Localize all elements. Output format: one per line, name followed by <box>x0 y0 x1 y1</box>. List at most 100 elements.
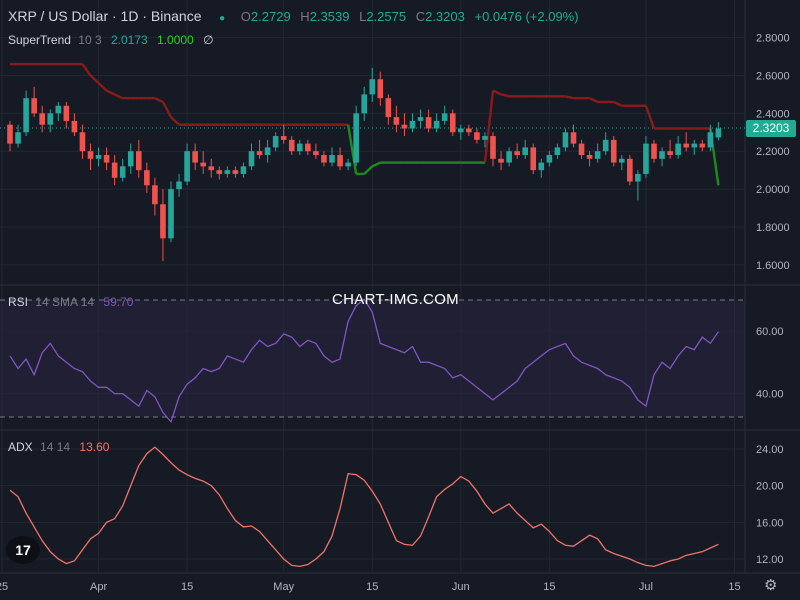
adx-value: 13.60 <box>79 440 110 454</box>
gear-icon[interactable]: ⚙ <box>764 577 778 594</box>
candle-body <box>79 132 86 152</box>
open-value: 2.2729 <box>250 9 291 24</box>
adx-name: ADX <box>8 440 33 454</box>
rsi-band <box>0 300 745 417</box>
candle-body <box>256 151 263 155</box>
candle-body <box>643 143 649 174</box>
supertrend-segment <box>644 105 656 129</box>
candle-body <box>345 162 351 167</box>
candle-body <box>554 147 561 155</box>
open-label: O <box>240 9 251 24</box>
candle-body <box>176 181 182 190</box>
candle-body <box>562 132 569 148</box>
price-tick-label: 1.6000 <box>756 260 790 272</box>
candle-body <box>71 120 78 133</box>
candle-body <box>103 155 110 163</box>
candle-body <box>200 162 206 167</box>
time-tick-label: 15 <box>728 581 740 593</box>
candle-body <box>111 162 118 178</box>
supertrend-segment <box>161 101 173 118</box>
supertrend-segment <box>492 89 502 96</box>
supertrend-segment <box>346 124 358 175</box>
candle-body <box>248 151 255 167</box>
time-tick-label: 15 <box>366 581 378 593</box>
low-label: L <box>359 9 367 24</box>
high-label: H <box>300 9 310 24</box>
symbol-title[interactable]: XRP / US Dollar · 1D · Binance <box>8 8 202 24</box>
candle-body <box>321 155 327 163</box>
candle-body <box>361 94 367 114</box>
rsi-tick-label: 40.00 <box>756 389 784 401</box>
supertrend-segment <box>589 97 599 104</box>
candle-body <box>659 151 665 159</box>
candle-body <box>635 173 641 182</box>
candle-body <box>224 170 231 174</box>
price-tick-label: 2.6000 <box>756 70 790 82</box>
grid-lines <box>0 0 745 573</box>
candle-body <box>619 158 625 163</box>
rsi-line <box>9 298 719 424</box>
supertrend-params: 10 3 <box>78 33 102 47</box>
adx-line <box>9 446 719 567</box>
time-tick-label: 15 <box>543 581 555 593</box>
adx-tick-label: 12.00 <box>756 554 784 566</box>
candle-body <box>264 147 271 155</box>
price-axis-ticks: 2.8000 2.6000 2.4000 2.2000 2.0000 1.8000 1.60… <box>756 33 790 566</box>
supertrend-segment <box>81 63 92 77</box>
supertrend-name: SuperTrend <box>8 33 71 47</box>
candle-body <box>691 143 698 148</box>
candle-body <box>184 151 190 182</box>
candle-body <box>707 132 714 148</box>
adx-legend[interactable]: ADX 14 14 13.60 <box>8 440 109 454</box>
supertrend-segment <box>565 95 574 100</box>
candle-body <box>216 170 223 174</box>
candle-body <box>152 185 158 205</box>
time-tick-label: May <box>273 581 294 593</box>
candle-body <box>272 136 279 148</box>
adx-tick-label: 16.00 <box>756 517 784 529</box>
supertrend-segment <box>363 165 374 175</box>
price-tick-label: 2.0000 <box>756 184 790 196</box>
candle-body <box>683 143 689 148</box>
candle-series <box>7 67 722 262</box>
candle-body <box>401 124 408 129</box>
supertrend-segment <box>371 161 381 168</box>
time-tick-label: Apr <box>90 581 107 593</box>
price-tick-label: 2.4000 <box>756 108 790 120</box>
candle-body <box>530 147 537 171</box>
candle-body <box>602 139 609 152</box>
symbol-header: XRP / US Dollar · 1D · Binance ● O2.2729… <box>8 8 579 24</box>
market-status-icon: ● <box>219 13 226 24</box>
candle-body <box>31 98 37 114</box>
price-tick-label: 1.8000 <box>756 222 790 234</box>
candle-body <box>15 132 21 144</box>
candle-body <box>578 143 585 155</box>
candle-body <box>208 166 215 171</box>
supertrend-segment <box>114 93 124 100</box>
rsi-value: 59.70 <box>103 295 134 309</box>
rsi-series <box>9 298 719 424</box>
supertrend-legend[interactable]: SuperTrend 10 3 2.0173 1.0000 ∅ <box>8 33 214 47</box>
candle-body <box>506 151 512 163</box>
candle-body <box>7 124 13 144</box>
close-value: 2.3203 <box>425 9 465 24</box>
rsi-legend[interactable]: RSI 14 SMA 14 59.70 <box>8 295 133 309</box>
candle-body <box>240 166 247 174</box>
time-tick-label: Jul <box>639 581 653 593</box>
candle-body <box>23 98 29 133</box>
candle-body <box>425 117 432 129</box>
candle-body <box>232 170 239 174</box>
supertrend-segment <box>170 116 180 126</box>
candle-body <box>63 105 70 121</box>
rsi-name: RSI <box>8 295 29 309</box>
candle-body <box>498 158 504 163</box>
adx-tick-label: 24.00 <box>756 444 784 456</box>
candle-body <box>288 139 295 152</box>
candle-body <box>168 189 174 239</box>
candle-body <box>385 98 392 118</box>
candle-body <box>39 113 45 125</box>
tradingview-logo[interactable]: 17 <box>6 536 40 564</box>
candle-body <box>594 151 601 159</box>
candle-body <box>329 155 335 163</box>
